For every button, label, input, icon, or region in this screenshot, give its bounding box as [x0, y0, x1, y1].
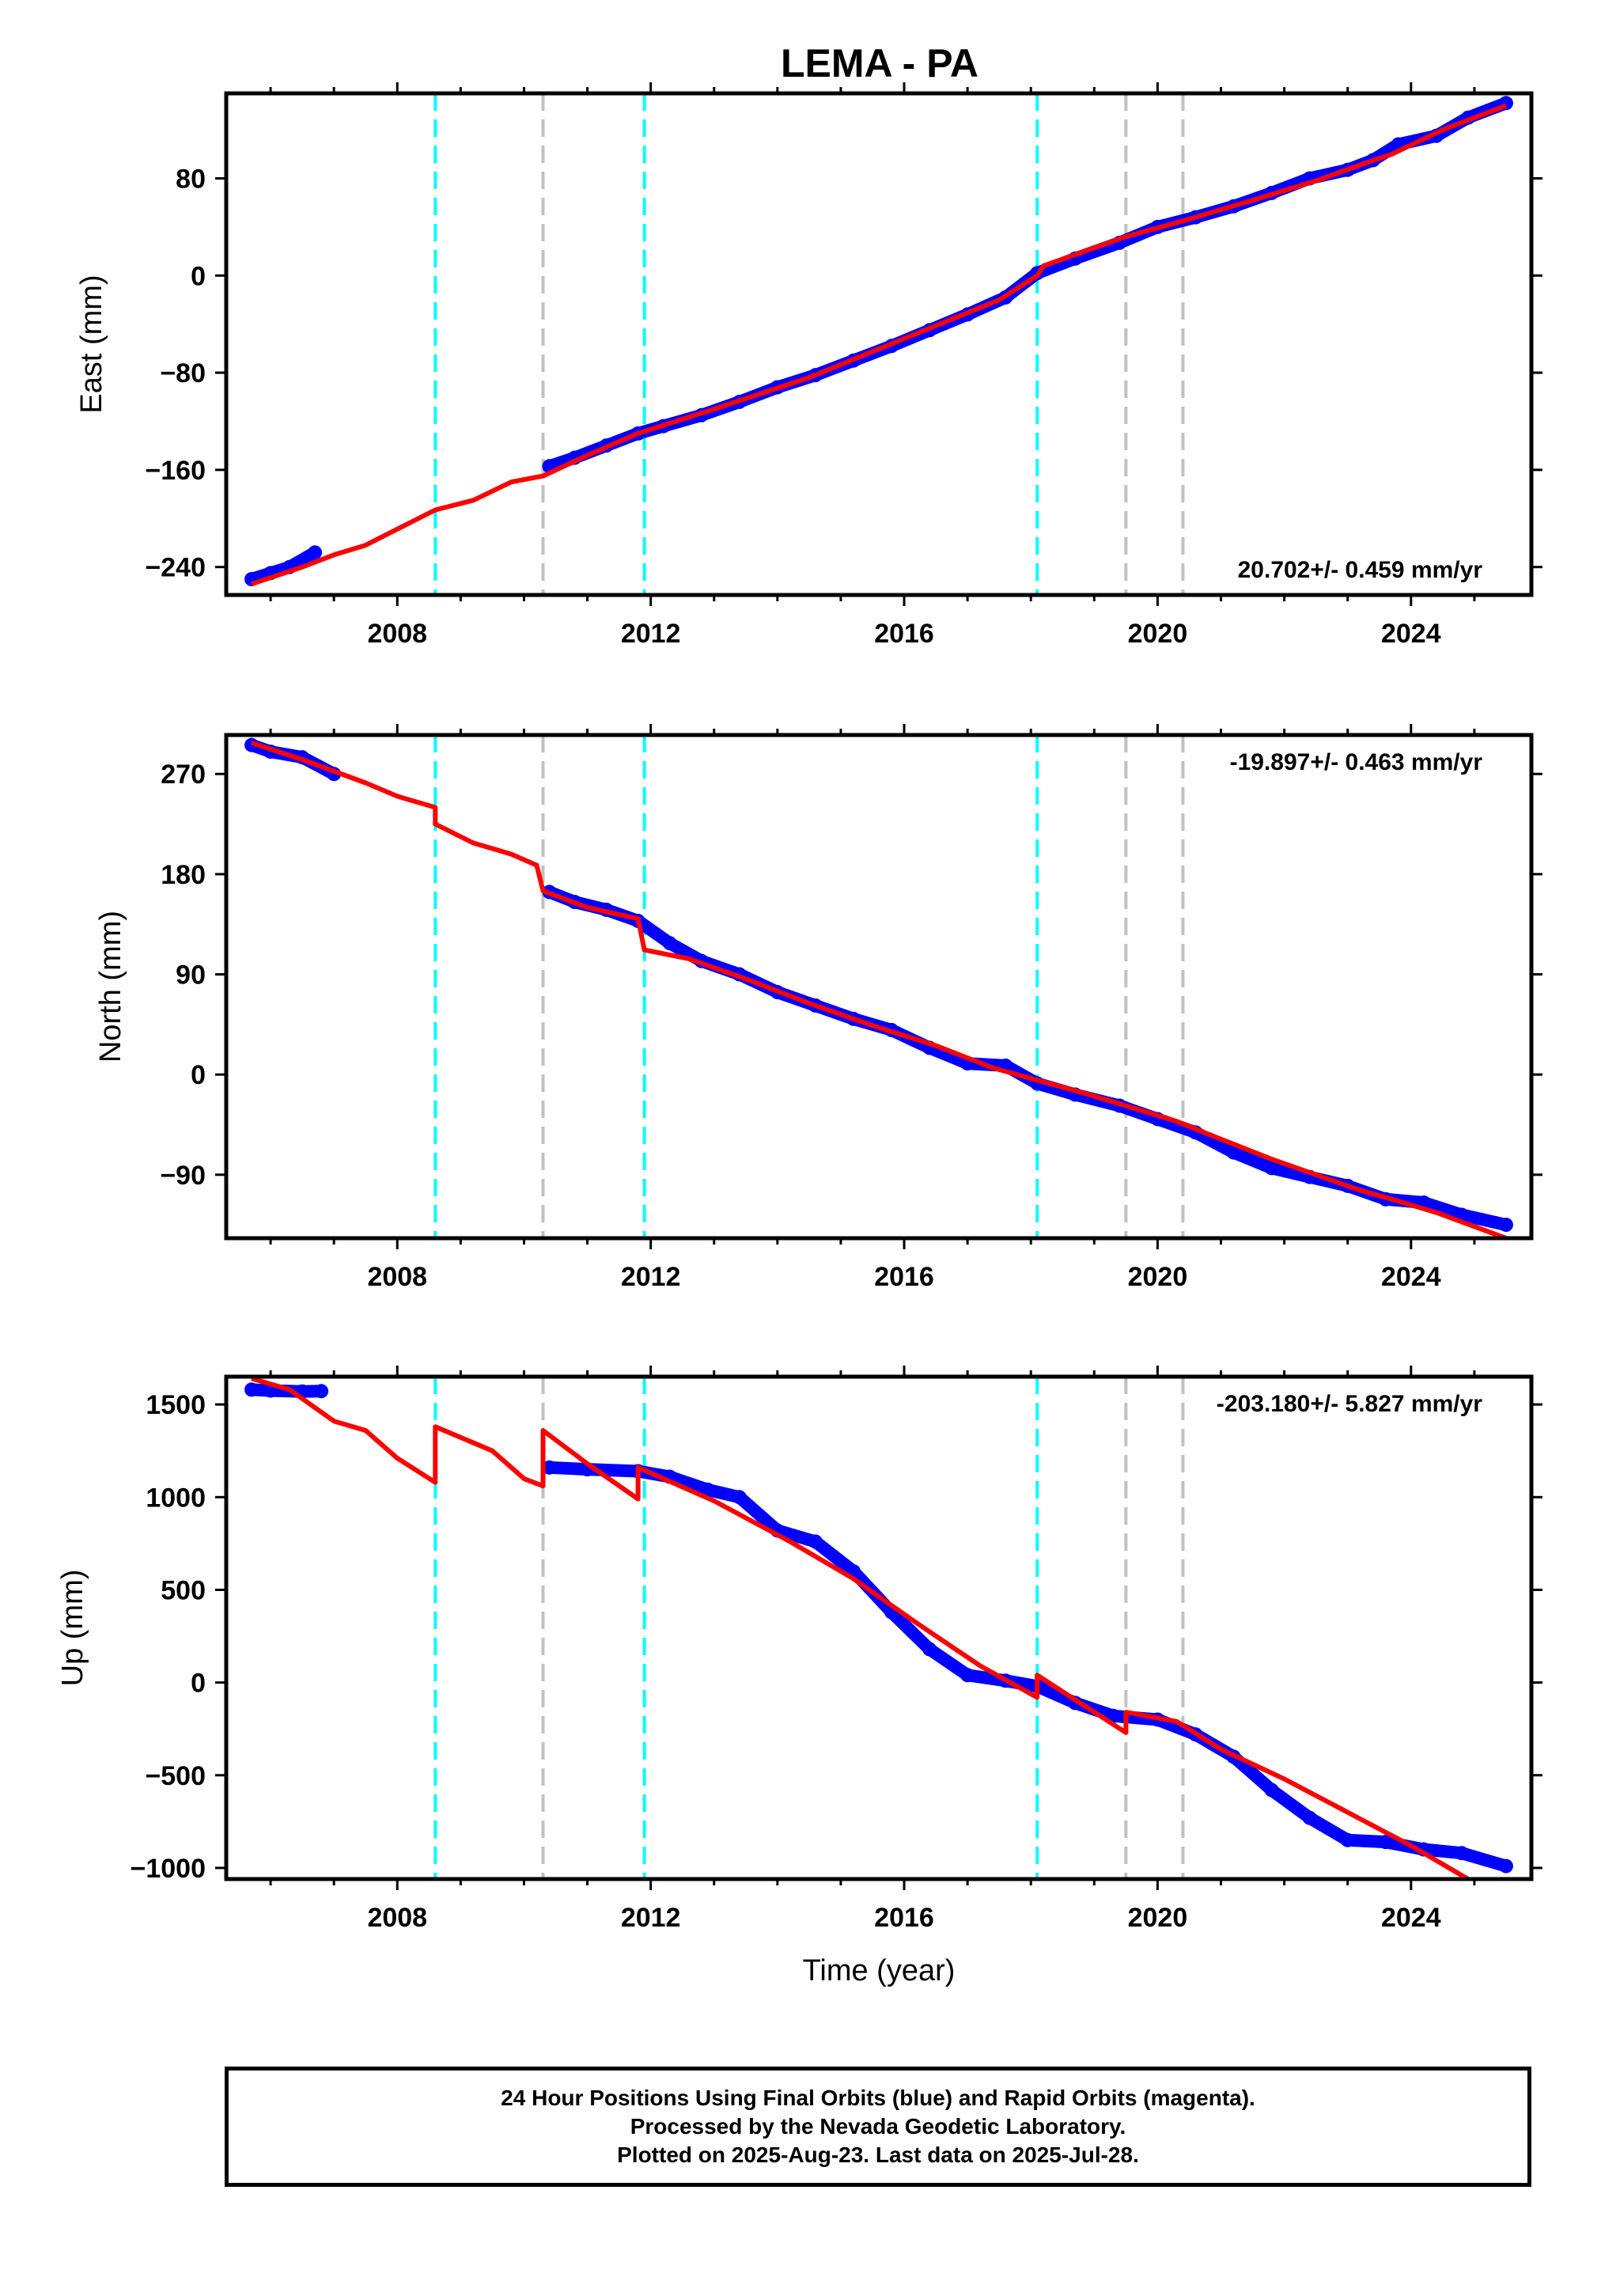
y-tick-label: 180 — [161, 860, 206, 890]
x-tick-label: 2012 — [621, 619, 681, 649]
x-tick-label: 2016 — [874, 619, 934, 649]
footer-line-2: Processed by the Nevada Geodetic Laborat… — [630, 2114, 1126, 2139]
y-tick-label: 0 — [191, 261, 206, 291]
model-line — [251, 740, 1508, 1241]
model-line — [251, 1376, 1470, 1881]
y-axis-label: North (mm) — [94, 911, 127, 1063]
y-tick-label: −90 — [160, 1161, 206, 1191]
y-axis-label: Up (mm) — [56, 1570, 89, 1687]
y-axis-label: East (mm) — [75, 275, 108, 413]
x-tick-label: 2012 — [621, 1903, 681, 1933]
y-tick-label: 90 — [176, 960, 206, 991]
x-tick-label: 2024 — [1381, 1903, 1441, 1933]
x-axis-label: Time (year) — [803, 1954, 956, 1987]
model-line — [251, 103, 1508, 587]
x-tick-label: 2012 — [621, 1262, 681, 1292]
y-tick-label: −80 — [160, 358, 206, 388]
rate-annotation: -203.180+/- 5.827 mm/yr — [1217, 1391, 1482, 1417]
x-tick-label: 2020 — [1128, 1903, 1188, 1933]
y-tick-label: 1500 — [146, 1390, 206, 1420]
y-tick-label: −1000 — [131, 1854, 206, 1884]
x-tick-label: 2008 — [367, 619, 427, 649]
y-tick-label: 80 — [176, 164, 206, 194]
y-tick-label: 500 — [161, 1575, 206, 1605]
y-tick-label: 270 — [161, 760, 206, 790]
plot-frame — [224, 91, 1534, 597]
observed-band — [245, 1383, 1512, 1873]
rate-annotation: -19.897+/- 0.463 mm/yr — [1230, 749, 1483, 775]
panel-north: 2008 2012 2016 2020 2024 −90 0 90 180 270 North (m… — [94, 724, 1542, 1292]
observed-band — [245, 738, 1512, 1232]
panels: 2008 2012 2016 2020 2024 −240 −160 −80 0 80 East (… — [56, 82, 1542, 1987]
y-tick-label: 0 — [191, 1669, 206, 1699]
x-tick-label: 2016 — [874, 1262, 934, 1292]
footer-line-3: Plotted on 2025-Aug-23. Last data on 202… — [617, 2143, 1139, 2167]
footer-box: 24 Hour Positions Using Final Orbits (bl… — [225, 2067, 1531, 2187]
x-tick-label: 2020 — [1128, 619, 1188, 649]
panel-east: 2008 2012 2016 2020 2024 −240 −160 −80 0 80 East (… — [75, 82, 1542, 649]
y-tick-label: −500 — [145, 1761, 206, 1791]
x-tick-label: 2024 — [1381, 619, 1441, 649]
x-tick-label: 2016 — [874, 1903, 934, 1933]
chart-title: LEMA - PA — [781, 41, 978, 85]
x-tick-label: 2008 — [367, 1903, 427, 1933]
y-tick-label: 0 — [191, 1060, 206, 1090]
plot-frame — [224, 733, 1534, 1241]
x-tick-label: 2008 — [367, 1262, 427, 1292]
y-tick-label: −160 — [145, 456, 206, 486]
plot-frame — [224, 1374, 1534, 1881]
y-tick-label: 1000 — [146, 1483, 206, 1513]
y-tick-label: −240 — [145, 553, 206, 583]
x-tick-label: 2024 — [1381, 1262, 1441, 1292]
panel-up: 2008 2012 2016 2020 2024 −1000 −500 0 500 1000 150… — [56, 1366, 1542, 1987]
rate-annotation: 20.702+/- 0.459 mm/yr — [1238, 557, 1483, 583]
x-tick-label: 2020 — [1128, 1262, 1188, 1292]
footer-line-1: 24 Hour Positions Using Final Orbits (bl… — [501, 2086, 1255, 2110]
